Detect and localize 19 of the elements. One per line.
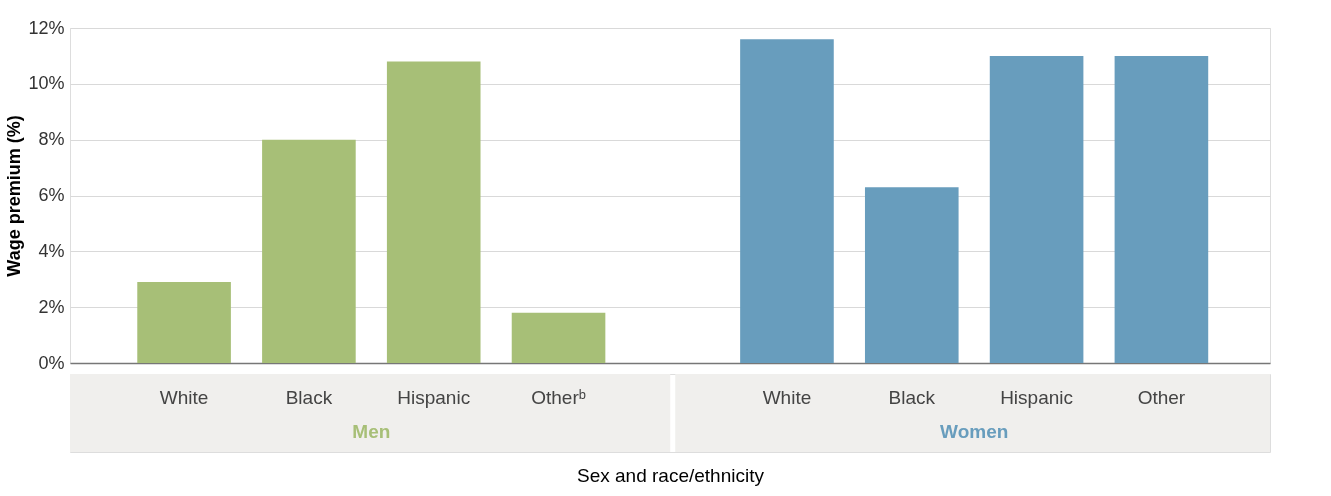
y-tick-label: 2%: [38, 296, 65, 317]
x-tick-label: White: [762, 387, 812, 408]
x-tick-label: Black: [285, 387, 333, 408]
x-tick-label: Hispanic: [397, 387, 471, 408]
y-tick-label: 4%: [38, 240, 65, 261]
y-axis-title: Wage premium (%): [4, 115, 25, 277]
text: Women: [940, 421, 1009, 442]
y-tick-label: 8%: [38, 129, 65, 150]
x-tick-label: Hispanic: [1000, 387, 1074, 408]
x-axis-title: Sex and race/ethnicity: [577, 464, 765, 486]
x-tick-label: Black: [888, 387, 936, 408]
x-tick-label: White: [159, 387, 209, 408]
y-tick-label: 0%: [38, 352, 65, 373]
y-tick-label: 6%: [38, 185, 65, 205]
y-tick-label: 10%: [28, 73, 65, 94]
y-tick-label: 12%: [28, 17, 65, 38]
x-tick-label: Otherᵇ: [531, 387, 586, 408]
text: Men: [352, 421, 391, 442]
x-tick-label: Other: [1137, 387, 1186, 408]
